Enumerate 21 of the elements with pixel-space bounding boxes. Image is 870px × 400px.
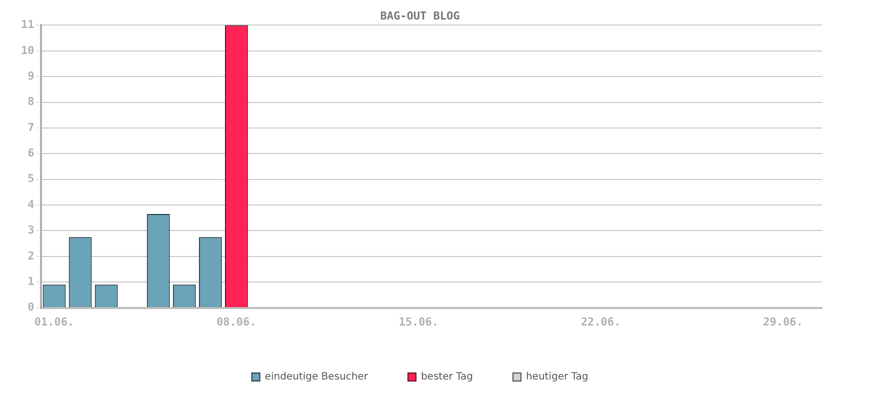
y-tick-label: 7 [28,120,34,134]
y-tick-label: 2 [28,249,34,262]
x-tick-label: 29.06. [763,315,803,328]
y-tick-label: 9 [28,69,34,82]
legend-label: eindeutige Besucher [264,372,369,383]
x-tick-label: 08.06. [216,315,256,328]
chart-title: BAG-OUT BLOG [380,9,460,22]
y-tick-label: 8 [28,95,34,108]
x-tick-label: 22.06. [580,315,621,328]
y-tick-label: 1 [28,274,35,288]
y-tick-label: 10 [20,44,34,57]
legend-label: heutiger Tag [526,372,588,383]
y-tick-label: 3 [28,224,34,237]
x-tick-label: 01.06. [34,315,74,328]
y-tick-label: 4 [28,198,35,211]
y-tick-label: 6 [28,146,35,160]
y-tick-label: 0 [28,300,34,314]
y-tick-label: 5 [28,172,34,186]
x-tick-label: 15.06. [398,315,438,328]
legend-label: bester Tag [420,372,473,383]
y-tick-label: 11 [20,18,35,32]
